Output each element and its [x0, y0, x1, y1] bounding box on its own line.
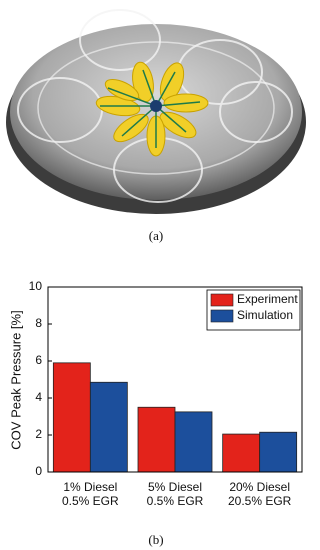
- y-tick-label: 0: [35, 464, 42, 478]
- legend-swatch: [210, 293, 234, 307]
- y-axis-label: COV Peak Pressure [%]: [8, 310, 23, 449]
- render-image: [6, 9, 306, 214]
- y-tick-label: 10: [29, 279, 43, 293]
- y-tick-label: 4: [35, 390, 42, 404]
- legend-label: Simulation: [237, 308, 293, 322]
- bar: [89, 381, 128, 473]
- plot-frame: [47, 286, 303, 473]
- bar: [174, 411, 213, 473]
- bar: [259, 431, 298, 473]
- x-tick-label: 5% Diesel: [148, 480, 202, 494]
- y-tick-label: 2: [35, 427, 42, 441]
- bar: [137, 406, 176, 473]
- x-tick-label: 0.5% EGR: [147, 494, 204, 508]
- panel-label: (a): [149, 228, 163, 243]
- x-tick-label: 0.5% EGR: [62, 494, 119, 508]
- x-tick-label: 20% Diesel: [229, 480, 290, 494]
- x-tick-label: 20.5% EGR: [228, 494, 292, 508]
- y-tick-label: 8: [35, 316, 42, 330]
- x-tick-label: 1% Diesel: [63, 480, 117, 494]
- bar: [52, 362, 91, 473]
- figure: (a) (b) COV Peak Pressure [%] 0 2 4 6 8 10 1% …: [6, 9, 306, 547]
- panel-label: (b): [148, 532, 163, 547]
- legend-label: Experiment: [237, 292, 298, 306]
- y-tick-label: 6: [35, 353, 42, 367]
- legend-swatch: [210, 309, 234, 323]
- bar: [222, 433, 261, 473]
